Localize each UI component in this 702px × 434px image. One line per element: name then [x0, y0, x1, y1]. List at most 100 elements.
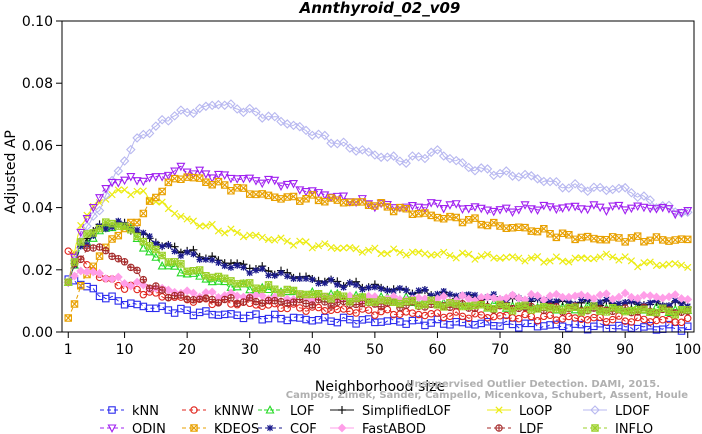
point-inflo: [308, 290, 317, 299]
point-ldof: [370, 150, 380, 160]
point-inflo: [640, 305, 648, 314]
point-cof: [234, 262, 241, 269]
point-ldf: [258, 299, 266, 307]
point-kdeos: [546, 229, 554, 238]
point-loop: [302, 238, 310, 246]
point-loop: [183, 215, 191, 223]
legend-label: FastABOD: [362, 422, 426, 434]
point-fastabod: [620, 288, 630, 298]
point-ldof: [182, 107, 192, 118]
point-fastabod: [182, 286, 192, 296]
legend-marker-cof: [266, 424, 274, 432]
point-kdeos: [658, 236, 667, 244]
point-ldf: [183, 295, 191, 303]
point-inflo: [208, 273, 216, 282]
point-loop: [289, 241, 298, 249]
point-kdeos: [427, 211, 435, 220]
point-odin: [676, 209, 686, 218]
point-knnw: [490, 312, 498, 321]
point-lof: [145, 246, 155, 256]
point-odin: [583, 205, 593, 215]
legend-label: SimplifiedLOF: [362, 404, 451, 419]
legend-marker-lof: [265, 405, 275, 414]
point-inflo: [627, 307, 636, 315]
point-loop: [452, 254, 460, 262]
y-tick-label: 0.10: [22, 14, 53, 30]
point-kdeos: [64, 314, 73, 322]
point-loop: [490, 254, 498, 262]
point-kdeos: [671, 236, 679, 244]
point-kdeos: [608, 233, 617, 241]
point-knnw: [533, 317, 542, 325]
point-inflo: [158, 251, 166, 260]
point-kdeos: [558, 229, 567, 237]
series-loop: [64, 186, 692, 286]
point-odin: [432, 199, 442, 209]
legend-label: kNN: [132, 404, 159, 419]
point-odin: [564, 203, 574, 212]
point-ldof: [582, 186, 593, 197]
point-cof: [102, 225, 110, 233]
point-fastabod: [633, 293, 643, 303]
point-kdeos: [640, 237, 648, 246]
point-loop: [377, 250, 385, 258]
point-odin: [626, 204, 636, 214]
point-kdeos: [590, 234, 598, 243]
point-ldf: [245, 294, 254, 302]
point-loop: [558, 257, 567, 265]
point-fastabod: [76, 266, 86, 276]
point-odin: [251, 177, 261, 186]
point-odin: [182, 168, 192, 177]
point-cof: [133, 226, 141, 234]
point-inflo: [671, 311, 679, 319]
point-inflo: [327, 295, 335, 303]
x-tick-label: 70: [491, 342, 509, 358]
point-cof: [265, 272, 272, 279]
point-inflo: [665, 307, 673, 315]
point-inflo: [583, 305, 592, 314]
point-kdeos: [152, 193, 160, 202]
point-ldof: [263, 111, 274, 121]
point-knnw: [364, 306, 373, 314]
point-loop: [596, 253, 604, 261]
point-fastabod: [439, 291, 449, 301]
y-axis-label: Adjusted AP: [3, 130, 19, 214]
point-cof: [302, 275, 310, 282]
point-loop: [515, 254, 523, 262]
point-kdeos: [521, 223, 529, 232]
point-inflo: [464, 302, 473, 310]
point-loop: [127, 191, 135, 199]
legend-item-knnw: kNNW: [182, 404, 254, 419]
point-odin: [539, 201, 549, 211]
legend: kNN kNNW LOF SimplifiedLOF LoOP LDOF ODIN KDEOS…: [100, 404, 653, 434]
point-ldf: [139, 276, 148, 284]
point-inflo: [552, 305, 561, 313]
point-cof: [672, 297, 679, 304]
point-odin: [157, 173, 167, 182]
point-ldf: [77, 255, 85, 263]
point-kdeos: [577, 233, 586, 242]
point-kdeos: [302, 194, 310, 203]
point-odin: [170, 167, 180, 177]
point-inflo: [408, 296, 417, 305]
legend-marker-knnw: [190, 406, 198, 414]
point-inflo: [515, 302, 523, 311]
point-fastabod: [458, 291, 467, 301]
y-tick-label: 0.06: [22, 138, 53, 154]
point-ldf: [195, 295, 204, 303]
point-fastabod: [683, 294, 693, 304]
point-loop: [164, 205, 173, 213]
point-fastabod: [501, 293, 511, 303]
point-knn: [571, 320, 579, 328]
point-loop: [621, 253, 629, 261]
point-ldof: [157, 114, 167, 125]
point-cof: [152, 240, 160, 247]
point-knn: [183, 306, 191, 314]
point-inflo: [364, 298, 373, 306]
point-odin: [126, 173, 136, 182]
point-loop: [258, 233, 266, 242]
point-cof: [440, 287, 447, 295]
point-inflo: [602, 308, 611, 316]
axes-layer: 0.00 0.02 0.04 0.06 0.08 0.10 1 10 20 30 40 50 60 70 8…: [22, 14, 701, 358]
